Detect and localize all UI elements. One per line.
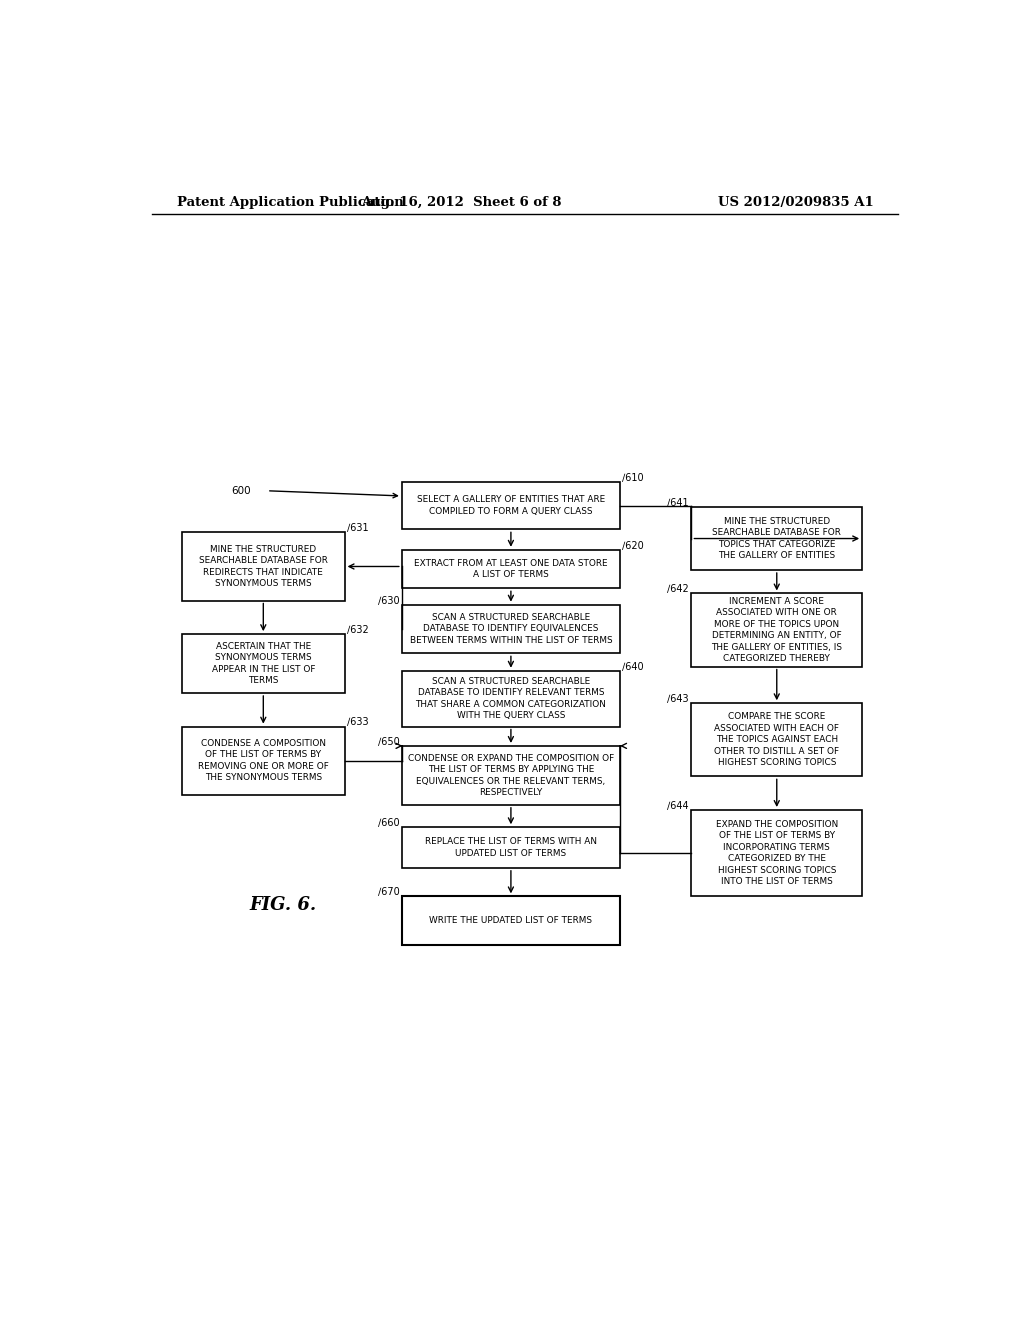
Text: ∕632: ∕632 (347, 624, 369, 634)
Text: ∕670: ∕670 (378, 886, 399, 896)
Text: ∕640: ∕640 (623, 661, 644, 671)
Text: Aug. 16, 2012  Sheet 6 of 8: Aug. 16, 2012 Sheet 6 of 8 (361, 195, 561, 209)
Text: US 2012/0209835 A1: US 2012/0209835 A1 (718, 195, 873, 209)
Text: INCREMENT A SCORE
ASSOCIATED WITH ONE OR
MORE OF THE TOPICS UPON
DETERMINING AN : INCREMENT A SCORE ASSOCIATED WITH ONE OR… (712, 597, 843, 663)
Text: ∕650: ∕650 (378, 735, 399, 746)
Text: ∕610: ∕610 (623, 471, 644, 482)
Text: 600: 600 (231, 486, 251, 496)
Text: ∕630: ∕630 (378, 594, 399, 605)
Bar (182, 634, 345, 693)
Bar (401, 605, 621, 653)
Text: MINE THE STRUCTURED
SEARCHABLE DATABASE FOR
REDIRECTS THAT INDICATE
SYNONYMOUS T: MINE THE STRUCTURED SEARCHABLE DATABASE … (199, 545, 328, 589)
Bar (691, 704, 862, 776)
Bar (401, 482, 621, 529)
Text: ∕620: ∕620 (623, 540, 644, 549)
Bar (691, 507, 862, 570)
Text: REPLACE THE LIST OF TERMS WITH AN
UPDATED LIST OF TERMS: REPLACE THE LIST OF TERMS WITH AN UPDATE… (425, 837, 597, 858)
Bar (691, 810, 862, 896)
Bar (401, 746, 621, 805)
Bar (182, 532, 345, 601)
Bar (401, 896, 621, 945)
Text: SELECT A GALLERY OF ENTITIES THAT ARE
COMPILED TO FORM A QUERY CLASS: SELECT A GALLERY OF ENTITIES THAT ARE CO… (417, 495, 605, 516)
Text: ASCERTAIN THAT THE
SYNONYMOUS TERMS
APPEAR IN THE LIST OF
TERMS: ASCERTAIN THAT THE SYNONYMOUS TERMS APPE… (212, 642, 315, 685)
Text: ∕642: ∕642 (668, 583, 689, 594)
Text: ∕631: ∕631 (347, 523, 369, 532)
Text: WRITE THE UPDATED LIST OF TERMS: WRITE THE UPDATED LIST OF TERMS (429, 916, 593, 925)
Text: ∕660: ∕660 (378, 817, 399, 828)
Text: FIG. 6.: FIG. 6. (249, 896, 316, 915)
Bar (401, 828, 621, 867)
Text: CONDENSE OR EXPAND THE COMPOSITION OF
THE LIST OF TERMS BY APPLYING THE
EQUIVALE: CONDENSE OR EXPAND THE COMPOSITION OF TH… (408, 754, 614, 797)
Text: EXPAND THE COMPOSITION
OF THE LIST OF TERMS BY
INCORPORATING TERMS
CATEGORIZED B: EXPAND THE COMPOSITION OF THE LIST OF TE… (716, 820, 838, 886)
Bar (691, 594, 862, 667)
Text: COMPARE THE SCORE
ASSOCIATED WITH EACH OF
THE TOPICS AGAINST EACH
OTHER TO DISTI: COMPARE THE SCORE ASSOCIATED WITH EACH O… (714, 713, 840, 767)
Text: Patent Application Publication: Patent Application Publication (177, 195, 403, 209)
Text: CONDENSE A COMPOSITION
OF THE LIST OF TERMS BY
REMOVING ONE OR MORE OF
THE SYNON: CONDENSE A COMPOSITION OF THE LIST OF TE… (198, 739, 329, 783)
Text: ∕644: ∕644 (668, 800, 689, 810)
Text: SCAN A STRUCTURED SEARCHABLE
DATABASE TO IDENTIFY EQUIVALENCES
BETWEEN TERMS WIT: SCAN A STRUCTURED SEARCHABLE DATABASE TO… (410, 612, 612, 645)
Bar (182, 726, 345, 795)
Text: ∕643: ∕643 (668, 693, 689, 704)
Text: MINE THE STRUCTURED
SEARCHABLE DATABASE FOR
TOPICS THAT CATEGORIZE
THE GALLERY O: MINE THE STRUCTURED SEARCHABLE DATABASE … (713, 517, 841, 560)
Text: EXTRACT FROM AT LEAST ONE DATA STORE
A LIST OF TERMS: EXTRACT FROM AT LEAST ONE DATA STORE A L… (414, 558, 607, 579)
Bar (401, 549, 621, 589)
Text: SCAN A STRUCTURED SEARCHABLE
DATABASE TO IDENTIFY RELEVANT TERMS
THAT SHARE A CO: SCAN A STRUCTURED SEARCHABLE DATABASE TO… (416, 677, 606, 721)
Bar (401, 671, 621, 726)
Text: ∕641: ∕641 (668, 498, 689, 507)
Text: ∕633: ∕633 (347, 717, 369, 726)
